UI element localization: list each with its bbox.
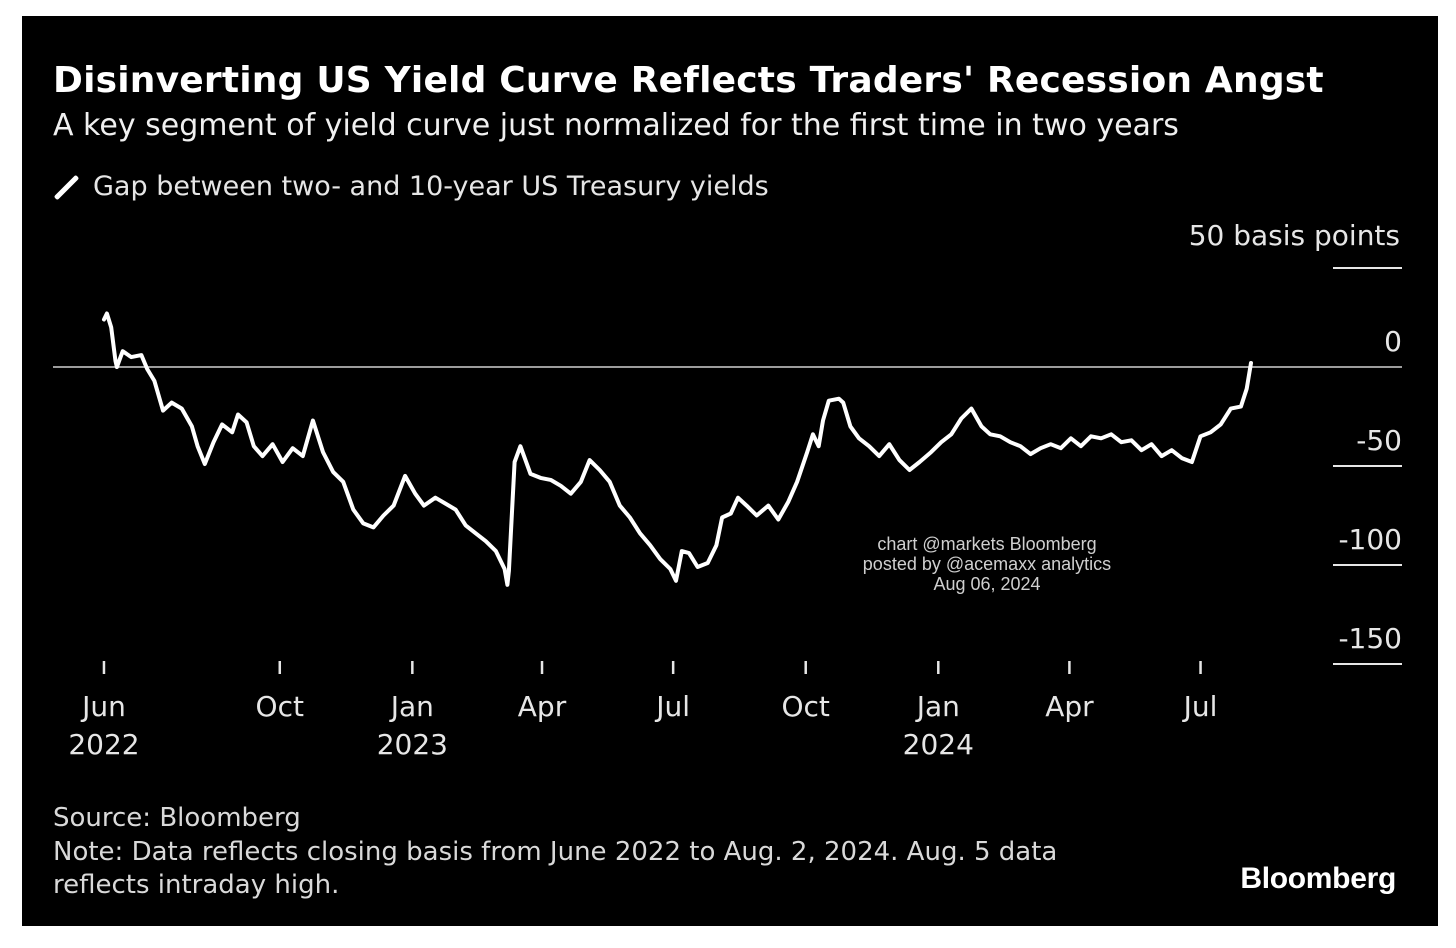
watermark-line-1: chart @markets Bloomberg [877,534,1097,554]
x-tick-month-label: Jan [915,690,960,723]
x-tick-month-label: Apr [1045,690,1094,723]
watermark: chart @markets Bloomberg posted by @acem… [822,534,1152,594]
chart-card: Disinverting US Yield Curve Reflects Tra… [22,16,1438,926]
y-tick-label: -150 [1338,622,1402,655]
watermark-line-3: Aug 06, 2024 [933,574,1041,594]
legend-label: Gap between two- and 10-year US Treasury… [93,171,769,202]
axis-layer: 0 -50 -100 -150 Jun 2022 Oct Jan 2023 Apr Jul Oct Ja… [53,267,1402,761]
x-tick-month-label: Jun [80,690,126,723]
source-note: Source: Bloomberg [53,803,301,833]
x-tick-month-label: Oct [256,690,304,723]
chart-subtitle: A key segment of yield curve just normal… [53,108,1179,143]
series-layer [102,311,1253,587]
x-tick-year-label: 2022 [68,728,139,761]
x-tick-month-label: Jan [389,690,434,723]
x-tick-year-label: 2024 [903,728,974,761]
x-tick-year-label: 2023 [377,728,448,761]
series-line [102,311,1253,587]
y-tick-label: -100 [1338,523,1402,556]
x-tick-month-label: Apr [518,690,567,723]
bloomberg-logo: Bloomberg [1240,862,1396,895]
legend: Gap between two- and 10-year US Treasury… [53,171,769,202]
line-chart: 0 -50 -100 -150 Jun 2022 Oct Jan 2023 Apr Jul Oct Ja… [53,267,1402,761]
watermark-line-2: posted by @acemaxx analytics [862,554,1112,574]
x-tick-month-label: Jul [654,690,690,723]
y-unit-label: 50 basis points [1188,219,1400,252]
x-tick-month-label: Oct [782,690,830,723]
data-note: Note: Data reflects closing basis from J… [53,837,1058,900]
x-tick-month-label: Jul [1182,690,1218,723]
y-tick-label: -50 [1356,424,1402,457]
chart-title: Disinverting US Yield Curve Reflects Tra… [53,60,1324,101]
y-tick-label: 0 [1384,325,1402,358]
